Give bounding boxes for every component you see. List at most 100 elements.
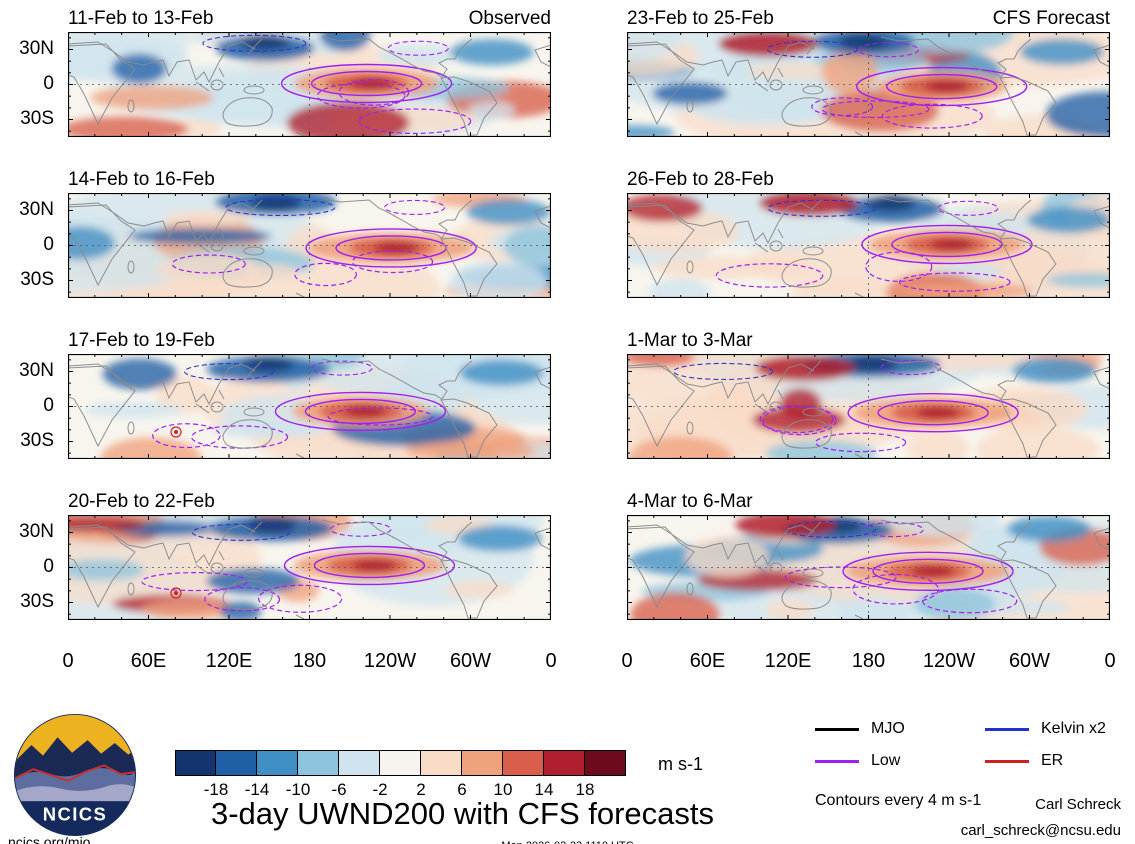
y-tick-label: 0 [43, 73, 54, 94]
figure-title: 3-day UWND200 with CFS forecasts [210, 796, 715, 831]
panel-title-row: 23-Feb to 25-Feb CFS Forecast [627, 6, 1110, 32]
y-tick-label: 30S [20, 430, 54, 451]
panel-date-label: 14-Feb to 16-Feb [68, 169, 215, 190]
x-tick-label: 60E [130, 650, 167, 672]
x-tick-label: 120E [764, 650, 812, 672]
map-panel-container: 11-Feb to 13-Feb Observed [68, 6, 551, 137]
legend-line-kelvin-x2 [985, 727, 1029, 731]
panel-row: 30N 0 30S 14-Feb to 16-Feb 26-Feb to 28-Fe… [0, 167, 1135, 298]
site-url: ncics.org/mjo [8, 834, 91, 844]
map-panel-container: 20-Feb to 22-Feb [68, 489, 551, 620]
colorbar-tick-label: -14 [244, 780, 270, 799]
map-panel [68, 193, 551, 298]
coastlines [627, 519, 1110, 620]
map-panel [627, 193, 1110, 298]
x-tick-label: 120E [205, 650, 253, 672]
panel-title-row: 17-Feb to 19-Feb [68, 328, 551, 354]
x-tick-label: 180 [292, 650, 327, 672]
colorbar-tick-label: -10 [285, 780, 311, 799]
panel-title-row: 1-Mar to 3-Mar [627, 328, 1110, 354]
legend-label: ER [1041, 752, 1064, 769]
colorbar-tick-label: 6 [457, 780, 467, 799]
x-tick-label: 0 [1104, 650, 1116, 672]
map-panel-container: 26-Feb to 28-Feb [627, 167, 1110, 298]
y-tick-label: 30N [19, 360, 54, 381]
logo-text: NCICS [43, 804, 108, 825]
map-panel-container: 4-Mar to 6-Mar [627, 489, 1110, 620]
er-storm-marker [170, 587, 182, 599]
colorbar-tick-label: -6 [331, 780, 347, 799]
colorbar-cell [339, 750, 380, 776]
colorbar-cell [380, 750, 421, 776]
ncics-logo: NCICS [13, 713, 137, 837]
colorbar-tick-labels: -18 -14 -10 -6 -2 2 6 10 14 18 [175, 780, 626, 800]
panel-title-row: 26-Feb to 28-Feb [627, 167, 1110, 193]
y-tick-label: 30S [20, 269, 54, 290]
colorbar-tick-label: 2 [416, 780, 426, 799]
wave-legend: MJO Kelvin x2 Low ER [815, 720, 1106, 770]
wave-contours [784, 520, 1018, 614]
panel-date-label: 1-Mar to 3-Mar [627, 330, 753, 351]
map-panel-container: 17-Feb to 19-Feb [68, 328, 551, 459]
colorbar-tick-label: 14 [534, 780, 554, 799]
x-tick-label: 120W [922, 650, 976, 672]
wave-contours [202, 34, 472, 135]
panel-title-row: 14-Feb to 16-Feb [68, 167, 551, 193]
panel-date-label: 11-Feb to 13-Feb [68, 8, 214, 29]
y-axis-labels: 30N 0 30S [0, 6, 62, 137]
colorbar [175, 750, 626, 776]
column-header-observed: Observed [468, 8, 551, 29]
y-tick-label: 0 [43, 556, 54, 577]
legend-item: MJO [815, 720, 985, 738]
anomaly-field [627, 354, 1110, 459]
anomaly-field [68, 515, 545, 620]
legend-line-low [815, 759, 859, 763]
anomaly-field [627, 193, 1110, 298]
x-tick-label: 0 [62, 650, 74, 672]
map-panel-container: 23-Feb to 25-Feb CFS Forecast [627, 6, 1110, 137]
map-panel-container: 1-Mar to 3-Mar [627, 328, 1110, 459]
map-panel [68, 32, 551, 137]
x-tick-label: 120W [363, 650, 417, 672]
colorbar-tick-label: -2 [372, 780, 388, 799]
coastlines [627, 197, 1110, 298]
colorbar-cell [544, 750, 585, 776]
colorbar-cell [503, 750, 544, 776]
wave-contours [673, 359, 1019, 453]
colorbar-tick-label: -18 [203, 780, 229, 799]
map-panel [627, 32, 1110, 137]
coastlines [68, 36, 551, 137]
legend-label: Low [871, 752, 901, 769]
coastlines [68, 358, 551, 459]
y-tick-label: 30S [20, 108, 54, 129]
y-tick-label: 30S [20, 591, 54, 612]
map-panel [627, 354, 1110, 459]
er-storm-marker [170, 426, 182, 438]
panel-title-row: 4-Mar to 6-Mar [627, 489, 1110, 515]
y-tick-label: 30N [19, 38, 54, 59]
panel-row: 30N 0 30S 17-Feb to 19-Feb 1-Mar to 3-Mar [0, 328, 1135, 459]
colorbar-units: m s-1 [658, 754, 703, 774]
y-tick-label: 30N [19, 521, 54, 542]
x-axis-labels-right: 0 60E 120E 180 120W 60W 0 [621, 650, 1115, 682]
x-tick-label: 60W [449, 650, 492, 672]
x-axis-row: 0 60E 120E 180 120W 60W 0 0 60E 120E 180 120W 60W 0 [0, 650, 1135, 682]
legend-item: ER [985, 752, 1106, 770]
panel-row: 30N 0 30S 11-Feb to 13-Feb Observed 23-Feb… [0, 6, 1135, 137]
timestamp: Mon 2026-02-23 1110 UTC [0, 840, 1135, 844]
coastlines [68, 197, 551, 298]
colorbar-tick-label: 18 [575, 780, 595, 799]
contour-note: Contours every 4 m s-1 [815, 792, 982, 809]
map-panel [68, 354, 551, 459]
y-axis-labels: 30N 0 30S [0, 489, 62, 620]
colorbar-cell [462, 750, 503, 776]
panel-date-label: 20-Feb to 22-Feb [68, 491, 215, 512]
wave-contours [171, 198, 477, 287]
column-header-cfs-forecast: CFS Forecast [992, 8, 1110, 29]
footer-block: NCICS -18 -14 -10 -6 -2 2 6 10 14 18 m s-1 MJO Kel… [0, 710, 1135, 844]
map-panel-container: 14-Feb to 16-Feb [68, 167, 551, 298]
y-axis-labels: 30N 0 30S [0, 167, 62, 298]
y-tick-label: 30N [19, 199, 54, 220]
coastlines [68, 519, 551, 620]
